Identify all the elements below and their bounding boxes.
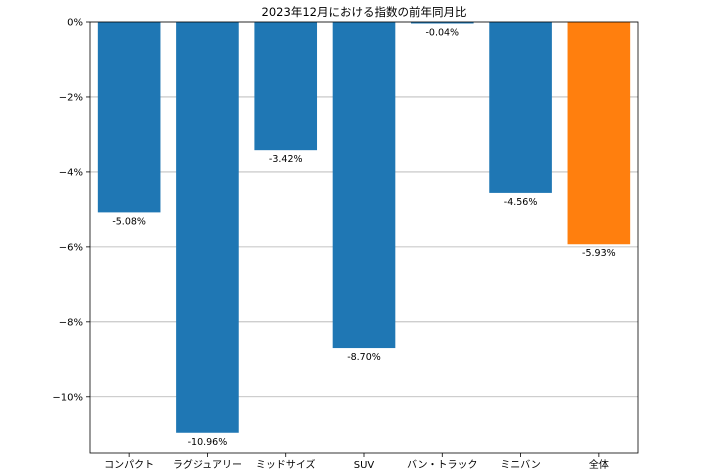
x-axis-ticks: コンパクト ラグジュアリー ミッドサイズ SUV バン・トラック ミニバン 全体: [104, 453, 609, 471]
bar-5: [410, 22, 474, 24]
x-tick-label: コンパクト: [104, 459, 154, 471]
value-label: -5.93%: [582, 248, 616, 259]
bar-1: [97, 22, 161, 213]
x-tick-label: ミッドサイズ: [256, 458, 316, 471]
bar-4: [332, 22, 396, 349]
chart-title: 2023年12月における指数の前年同月比: [262, 5, 467, 19]
value-label: -3.42%: [269, 154, 303, 165]
value-label: -0.04%: [425, 27, 459, 38]
value-labels: -5.08% -10.96% -3.42% -8.70% -0.04% -4.56% -5.…: [112, 27, 615, 447]
y-tick-label: 0%: [67, 18, 83, 29]
x-tick-label: ラグジュアリー: [173, 458, 242, 471]
y-tick-label: −4%: [59, 167, 83, 178]
bars: [97, 22, 631, 433]
y-axis-ticks: 0% −2% −4% −6% −8% −10%: [52, 18, 90, 403]
value-label: -5.08%: [112, 216, 146, 227]
x-tick-label: SUV: [354, 460, 375, 471]
y-tick-label: −8%: [59, 317, 83, 328]
y-tick-label: −6%: [59, 242, 83, 253]
y-tick-label: −2%: [59, 92, 83, 103]
bar-2: [176, 22, 239, 433]
value-label: -8.70%: [347, 352, 381, 363]
x-tick-label: ミニバン: [500, 459, 541, 471]
bar-6: [489, 22, 552, 193]
y-tick-label: −10%: [52, 392, 83, 403]
x-tick-label: 全体: [589, 458, 609, 471]
bar-3: [254, 22, 318, 151]
bar-7: [567, 22, 631, 245]
x-tick-label: バン・トラック: [407, 459, 478, 471]
value-label: -10.96%: [188, 437, 228, 448]
value-label: -4.56%: [504, 197, 538, 208]
